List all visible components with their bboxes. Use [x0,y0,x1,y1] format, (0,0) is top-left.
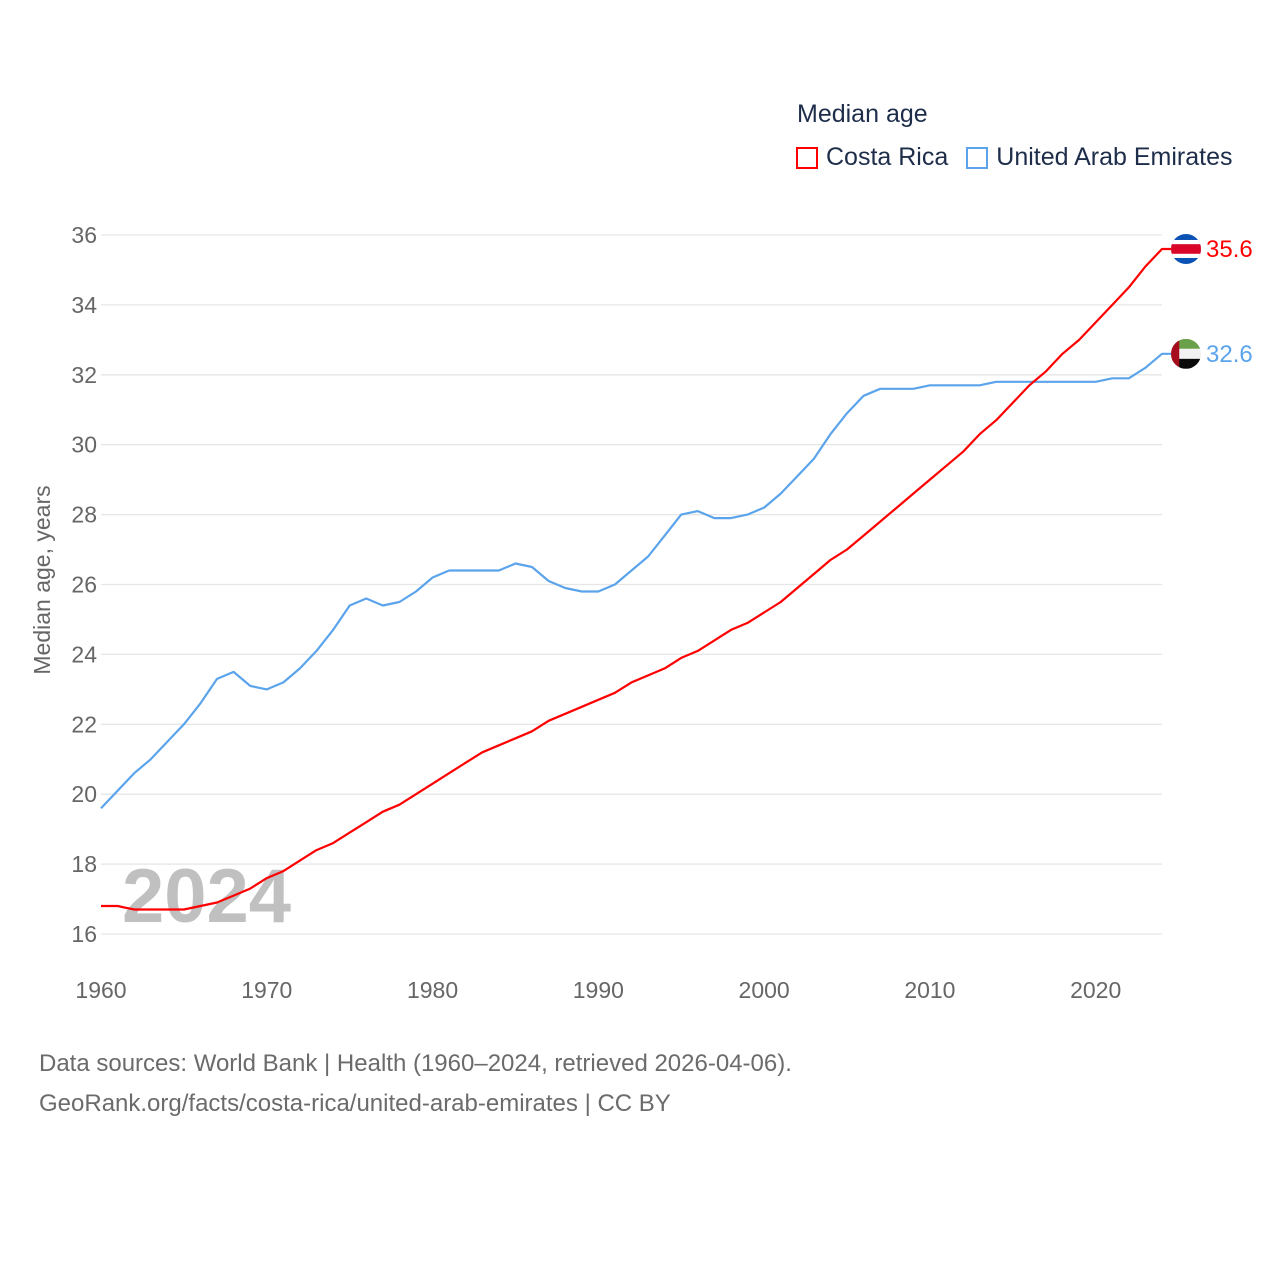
x-tick-label: 2000 [739,977,790,1003]
costa-rica-flag-icon [1171,233,1201,264]
y-tick-label: 18 [71,851,97,877]
y-tick-label: 24 [71,641,97,667]
y-axis-label: Median age, years [29,485,55,674]
legend-swatch [796,146,818,169]
y-tick-label: 20 [71,781,97,807]
x-tick-label: 1980 [407,977,458,1003]
x-tick-label: 2010 [904,977,955,1003]
x-tick-label: 2020 [1070,977,1121,1003]
x-tick-label: 1970 [241,977,292,1003]
x-tick-label: 1960 [75,977,126,1003]
footer: Data sources: World Bank | Health (1960–… [39,1044,792,1124]
end-value-label: 32.6 [1206,341,1253,368]
legend: Costa Rica United Arab Emirates [796,143,1250,172]
source-link[interactable]: GeoRank.org/facts/costa-rica/united-arab… [39,1090,671,1117]
y-tick-label: 26 [71,572,97,598]
end-value-label: 35.6 [1206,236,1253,263]
legend-item-uae[interactable]: United Arab Emirates [966,143,1232,172]
x-tick-label: 1990 [573,977,624,1003]
y-tick-label: 34 [71,292,97,318]
legend-swatch [966,146,989,169]
y-tick-label: 16 [71,921,97,947]
uae-flag-icon [1171,338,1201,369]
legend-label: United Arab Emirates [996,143,1233,171]
legend-label: Costa Rica [826,143,949,171]
series-line-uae [100,352,1172,809]
year-watermark: 2024 [122,854,291,939]
y-tick-label: 30 [71,432,97,458]
y-tick-label: 28 [71,502,97,528]
data-source-text: Data sources: World Bank | Health (1960–… [39,1050,792,1077]
legend-item-costa-rica[interactable]: Costa Rica [796,143,948,172]
y-tick-label: 22 [71,711,97,737]
series-line-costa-rica [101,247,1172,911]
y-tick-label: 32 [71,362,97,388]
y-tick-label: 36 [71,222,97,248]
legend-title: Median age [797,100,928,128]
